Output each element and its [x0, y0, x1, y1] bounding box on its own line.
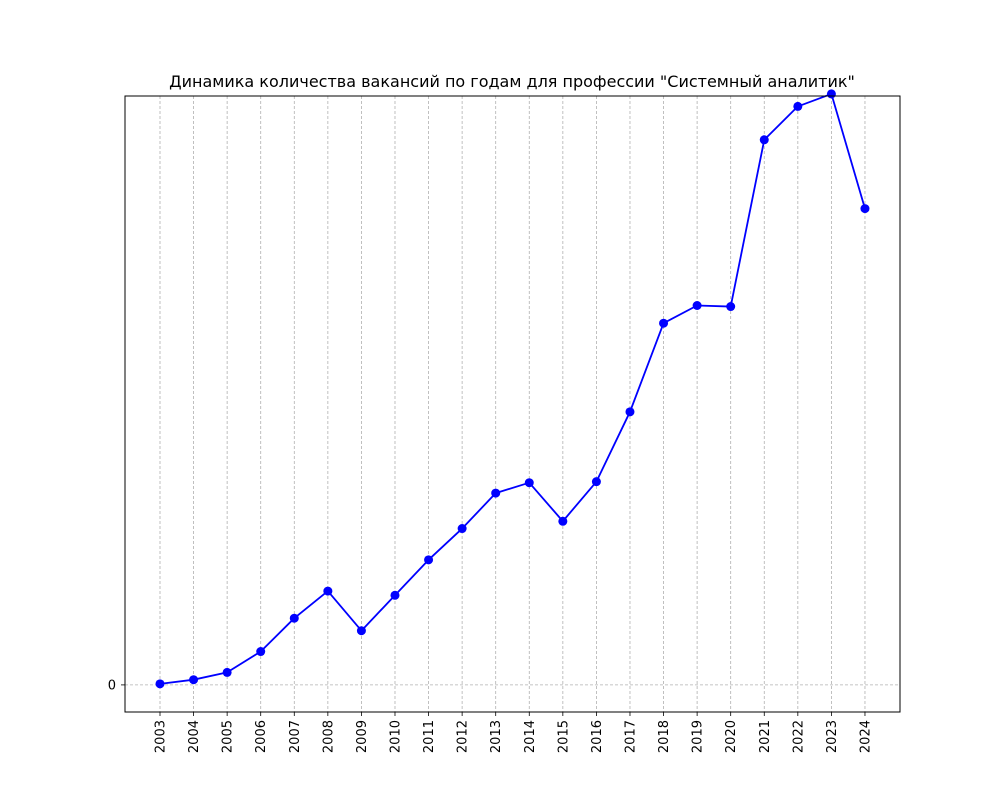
x-tick-label: 2020 [724, 720, 739, 753]
x-tick-label: 2024 [858, 720, 873, 753]
grid-lines [125, 96, 900, 712]
x-tick-label: 2015 [556, 720, 571, 753]
x-axis: 2003 2004 2005 2006 2007 2008 2009 2010 2011 2012… [154, 712, 873, 753]
x-tick-label: 2013 [489, 720, 504, 753]
x-tick-label: 2011 [422, 720, 437, 753]
data-point-2003 [155, 679, 165, 689]
series-lines [159, 93, 866, 685]
plot-area-frame [124, 95, 901, 713]
x-tick-label: 2022 [791, 720, 806, 753]
x-tick-label: 2010 [388, 720, 403, 753]
data-point-2016 [591, 477, 601, 487]
x-tick-label: 2012 [456, 720, 471, 753]
data-point-2018 [659, 318, 669, 328]
y-tick-label: 0 [108, 678, 116, 693]
x-tick-label: 2018 [657, 720, 672, 753]
x-tick-label: 2006 [254, 720, 269, 753]
x-tick-label: 2016 [590, 720, 605, 753]
data-point-2006 [256, 647, 266, 657]
data-point-2023 [826, 89, 836, 99]
data-point-2024 [860, 204, 870, 214]
data-point-2012 [457, 524, 467, 534]
data-point-2004 [189, 675, 199, 685]
data-point-2022 [793, 101, 803, 111]
x-tick-label: 2003 [154, 720, 169, 753]
x-tick-label: 2005 [221, 720, 236, 753]
x-tick-label: 2007 [288, 720, 303, 753]
data-point-2005 [222, 667, 232, 677]
series-markers [155, 89, 870, 689]
data-point-2009 [356, 626, 366, 636]
data-point-2007 [289, 613, 299, 623]
y-axis: 0 [108, 678, 125, 693]
x-tick-label: 2004 [187, 720, 202, 753]
x-tick-label: 2023 [825, 720, 840, 753]
x-tick-label: 2021 [758, 720, 773, 753]
x-tick-label: 2014 [523, 720, 538, 753]
data-point-2014 [524, 478, 534, 488]
data-point-2020 [726, 302, 736, 312]
data-point-2010 [390, 590, 400, 600]
data-point-2011 [424, 555, 434, 565]
data-point-2015 [558, 516, 568, 526]
x-tick-label: 2017 [623, 720, 638, 753]
x-tick-label: 2019 [691, 720, 706, 753]
data-point-2008 [323, 586, 333, 596]
x-tick-label: 2008 [321, 720, 336, 753]
data-point-2019 [692, 301, 702, 311]
data-point-2013 [491, 488, 501, 498]
x-tick-label: 2009 [355, 720, 370, 753]
chart-title: Динамика количества вакансий по годам дл… [169, 72, 855, 91]
series-line [159, 93, 866, 685]
data-point-2017 [625, 407, 635, 417]
data-point-2021 [759, 135, 769, 145]
